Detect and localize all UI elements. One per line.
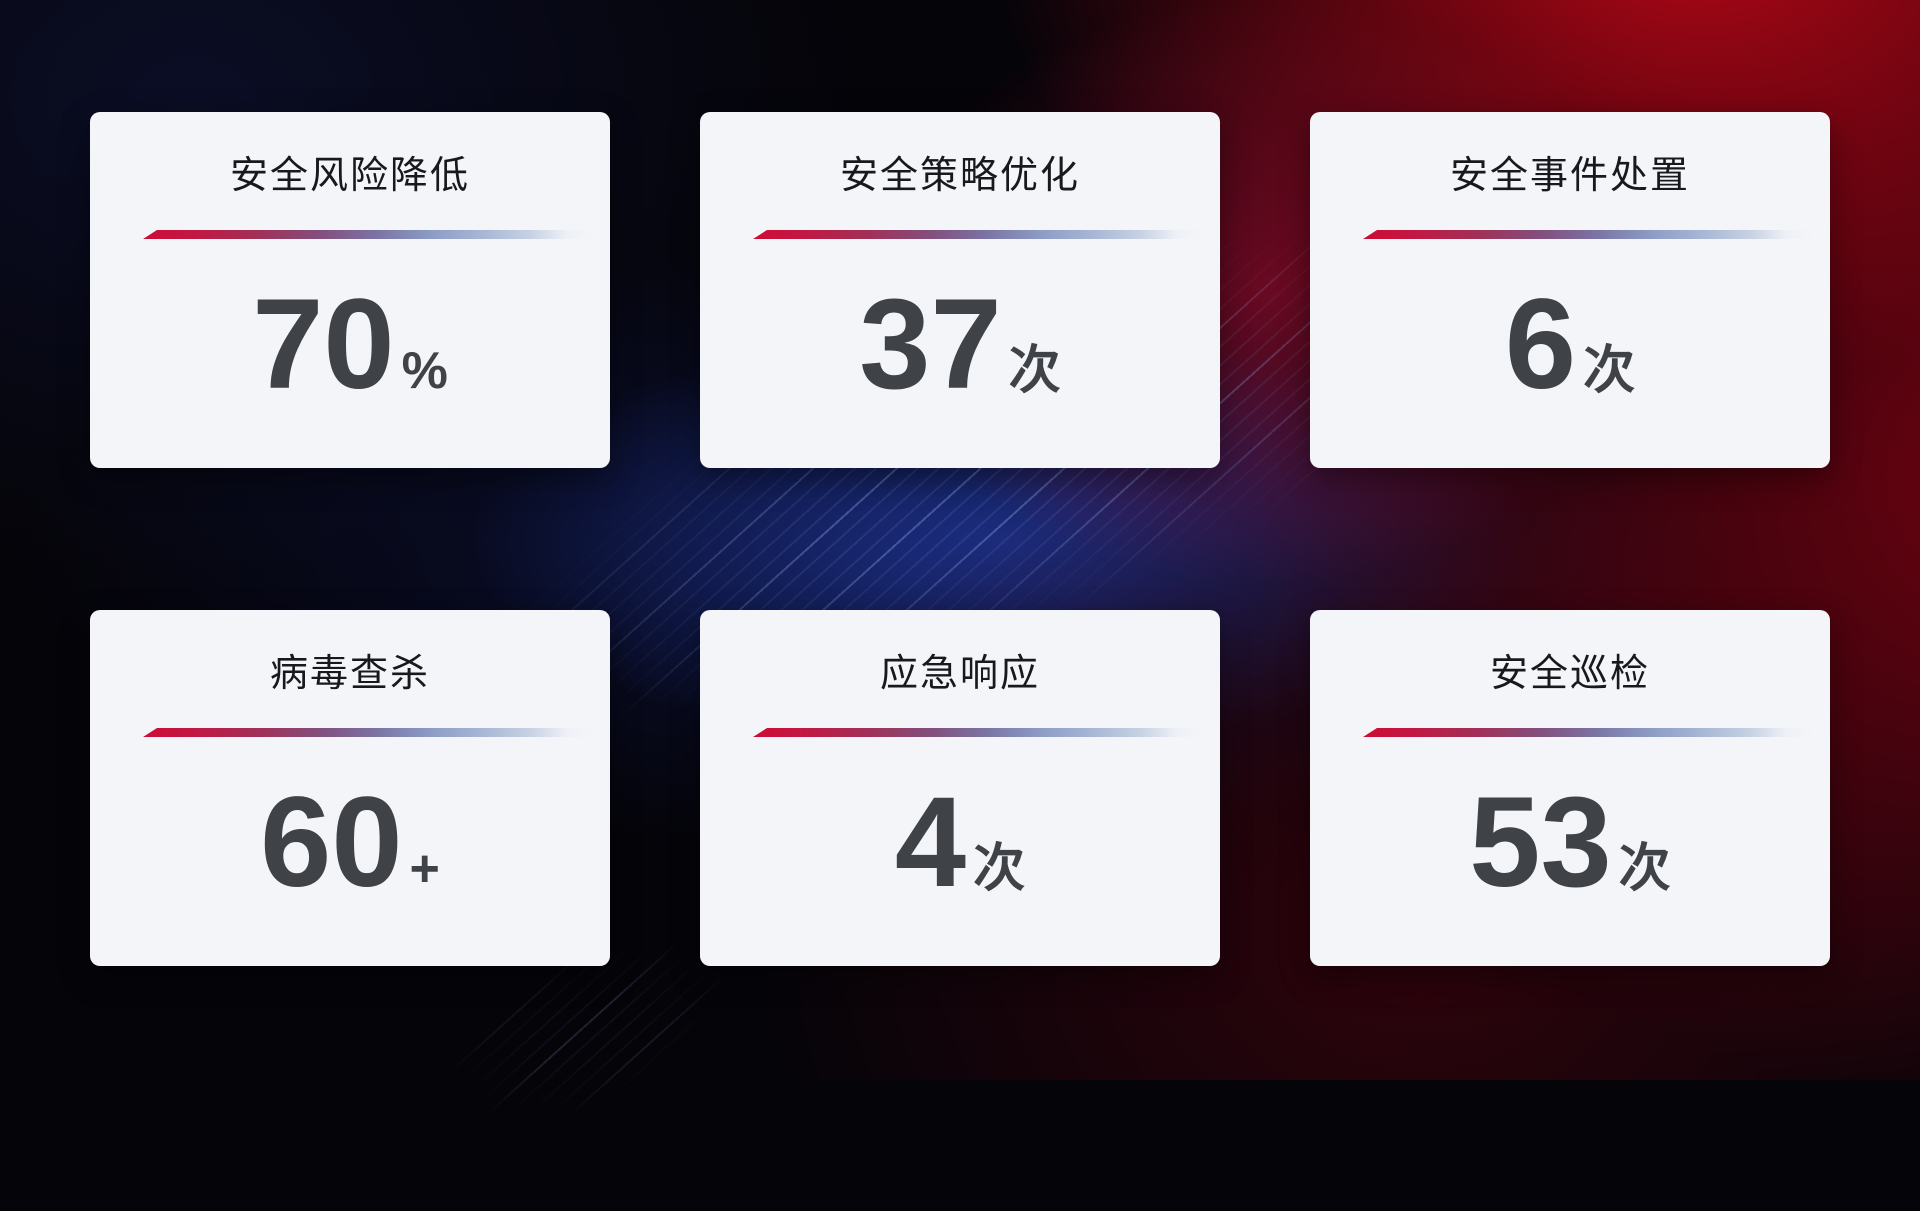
card-divider [753,230,1203,239]
stat-card-incident-handling: 安全事件处置 6 次 [1310,112,1830,468]
stat-unit: 次 [1583,342,1636,400]
card-divider [143,230,593,239]
card-divider [1363,230,1813,239]
card-title: 安全事件处置 [1449,155,1690,197]
card-title: 安全策略优化 [839,155,1080,197]
card-title: 病毒查杀 [269,653,430,695]
stat-card-virus-scan: 病毒查杀 60 + [90,610,610,966]
card-divider [753,728,1203,737]
card-divider [1363,728,1813,737]
stat-unit: 次 [973,840,1026,898]
stat-value: 4 [894,771,967,914]
stat-value: 37 [859,273,1002,416]
stat: 70 % [252,281,448,409]
stat-card-security-inspection: 安全巡检 53 次 [1310,610,1830,966]
card-title: 安全风险降低 [229,155,470,197]
stat-unit: 次 [1618,840,1671,898]
card-title: 安全巡检 [1489,653,1650,695]
stat: 53 次 [1469,779,1670,907]
stat: 60 + [260,779,440,907]
stat: 4 次 [895,779,1025,907]
stat-card-policy-optimization: 安全策略优化 37 次 [700,112,1220,468]
stat-card-emergency-response: 应急响应 4 次 [700,610,1220,966]
stat-value: 6 [1504,273,1577,416]
card-title: 应急响应 [879,653,1040,695]
stat-value: 60 [260,771,403,914]
stat: 6 次 [1505,281,1635,409]
stat-unit: + [409,840,440,898]
stat: 37 次 [859,281,1060,409]
stats-grid: 安全风险降低 70 % 安全策略优化 37 次 安全事件处置 6 次 病毒查杀 … [90,112,1830,966]
stat-card-risk-reduction: 安全风险降低 70 % [90,112,610,468]
stat-unit: 次 [1008,342,1061,400]
stat-value: 70 [252,273,395,416]
stat-value: 53 [1469,771,1612,914]
card-divider [143,728,593,737]
stat-unit: % [401,342,448,400]
